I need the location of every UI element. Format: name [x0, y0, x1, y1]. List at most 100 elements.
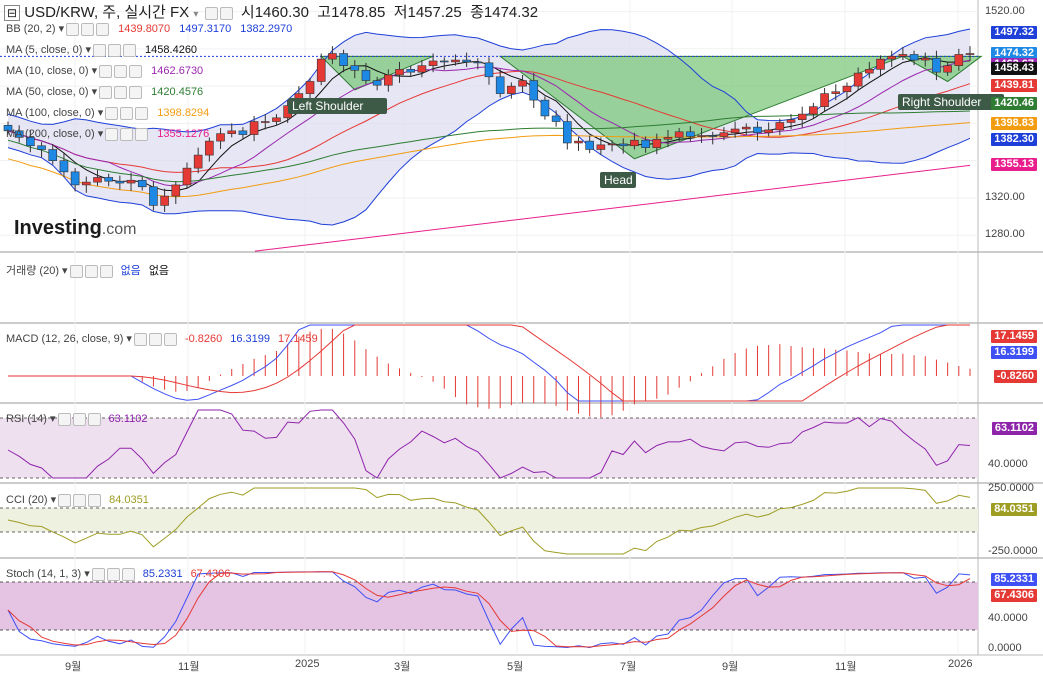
panel-control-icon[interactable] [163, 332, 177, 346]
candle-body [384, 74, 393, 86]
candle-body [70, 171, 80, 186]
panel-control-icon[interactable] [148, 332, 162, 346]
panel-control-icon[interactable] [84, 264, 98, 278]
candle-body [540, 99, 550, 117]
panel-name[interactable]: CCI (20) ▾ [6, 494, 57, 506]
indicator-control-icon[interactable] [99, 64, 113, 78]
candle-body [205, 140, 214, 156]
close-value: 1474.32 [483, 4, 539, 21]
panel-control-icon[interactable] [106, 567, 120, 581]
panel-control-icon[interactable] [99, 264, 113, 278]
panel-control-icon[interactable] [87, 412, 101, 426]
candle-body [809, 106, 818, 115]
candle-body [775, 122, 785, 131]
collapse-icon[interactable]: ⊟ [4, 5, 21, 21]
indicator-row: BB (20, 2) ▾ 1439.8070 1497.3170 1382.29… [6, 22, 292, 36]
candle-body [563, 121, 572, 144]
panel-control-icon[interactable] [88, 493, 102, 507]
candle-body [82, 181, 91, 186]
candle-body [865, 69, 874, 74]
candle-body [473, 61, 483, 64]
symbol-title[interactable]: USD/KRW, 주, 실시간 FX [24, 4, 190, 21]
panel-control-icon[interactable] [73, 493, 87, 507]
panel-control-icon[interactable] [72, 412, 86, 426]
indicator-control-icon[interactable] [120, 127, 134, 141]
panel-control-icon[interactable] [57, 412, 71, 426]
x-tick-label: 2025 [295, 658, 320, 670]
symbol-dropdown-icon[interactable]: ▾ [193, 9, 199, 20]
panel-name[interactable]: Stoch (14, 1, 3) ▾ [6, 568, 90, 580]
high-value: 1478.85 [331, 4, 386, 21]
panel-control-icon[interactable] [133, 332, 147, 346]
candle-body [932, 57, 941, 73]
indicator-control-icon[interactable] [123, 43, 136, 57]
panel-control-icon[interactable] [69, 264, 83, 278]
panel-name[interactable]: 거래량 (20) ▾ [6, 265, 68, 277]
indicator-name[interactable]: MA (10, close, 0) ▾ [6, 65, 98, 77]
candle-body [764, 129, 773, 134]
panel-name[interactable]: RSI (14) ▾ [6, 413, 56, 425]
low-label: 저 [393, 4, 408, 21]
price-axis-label: 1382.30 [991, 132, 1037, 146]
price-axis-label: 1398.83 [991, 117, 1037, 131]
indicator-control-icon[interactable] [135, 106, 149, 120]
indicator-control-icon[interactable] [81, 22, 95, 36]
candle-body [719, 132, 729, 137]
indicator-value: 1462.6730 [148, 65, 204, 77]
candle-body [652, 138, 662, 148]
candle-body [104, 177, 113, 182]
panel-value: 17.1459 [278, 333, 318, 345]
candle-body [372, 80, 382, 86]
panel-name[interactable]: MACD (12, 26, close, 9) ▾ [6, 333, 132, 345]
indicator-control-icon[interactable] [120, 106, 134, 120]
indicator-control-icon[interactable] [66, 22, 80, 36]
indicator-control-icon[interactable] [129, 64, 143, 78]
candle-body [585, 140, 594, 150]
price-axis-label: 1420.46 [991, 97, 1037, 111]
indicator-control-icon[interactable] [108, 43, 121, 57]
indicator-control-icon[interactable] [105, 106, 119, 120]
indicator-name[interactable]: MA (5, close, 0) ▾ [6, 44, 91, 56]
close-label: 종 [470, 4, 484, 21]
panel-control-icon[interactable] [121, 567, 135, 581]
eye-icon[interactable] [204, 6, 218, 20]
pattern-label: Right Shoulder [902, 95, 981, 109]
candle-body [741, 126, 751, 130]
indicator-control-icon[interactable] [99, 85, 113, 99]
indicator-control-icon[interactable] [114, 85, 128, 99]
ma50-line [7, 110, 971, 183]
panel-axis-label: 84.0351 [991, 503, 1037, 516]
indicator-name[interactable]: MA (100, close, 0) ▾ [6, 107, 104, 119]
panel-control-icon[interactable] [58, 493, 72, 507]
candle-body [853, 72, 863, 87]
indicator-name[interactable]: MA (200, close, 0) ▾ [6, 128, 104, 140]
panel-axis-label: 85.2331 [991, 573, 1037, 586]
indicator-name[interactable]: MA (50, close, 0) ▾ [6, 86, 98, 98]
gear-icon[interactable] [219, 6, 233, 20]
candle-body [37, 145, 46, 150]
candle-body [439, 60, 449, 63]
candle-body [887, 56, 896, 60]
candle-body [507, 85, 516, 94]
indicator-value: 1497.3170 [176, 23, 232, 35]
indicator-control-icon[interactable] [135, 127, 149, 141]
candle-body [943, 65, 952, 73]
indicator-control-icon[interactable] [105, 127, 119, 141]
candle-body [797, 113, 807, 120]
indicator-value: 1439.8070 [115, 23, 171, 35]
indicator-control-icon[interactable] [93, 43, 106, 57]
panel-axis-label: -0.8260 [993, 370, 1037, 383]
candle-body [93, 177, 102, 183]
candle-body [495, 76, 505, 94]
panel-control-icon[interactable] [91, 567, 105, 581]
indicator-control-icon[interactable] [114, 64, 128, 78]
panel-value: 67.4306 [190, 568, 231, 580]
panel-value: 없음 [148, 265, 170, 277]
indicator-control-icon[interactable] [129, 85, 143, 99]
indicator-name[interactable]: BB (20, 2) ▾ [6, 23, 65, 35]
candle-body [898, 54, 908, 57]
pattern-label: Left Shoulder [292, 99, 363, 113]
indicator-control-icon[interactable] [96, 22, 110, 36]
